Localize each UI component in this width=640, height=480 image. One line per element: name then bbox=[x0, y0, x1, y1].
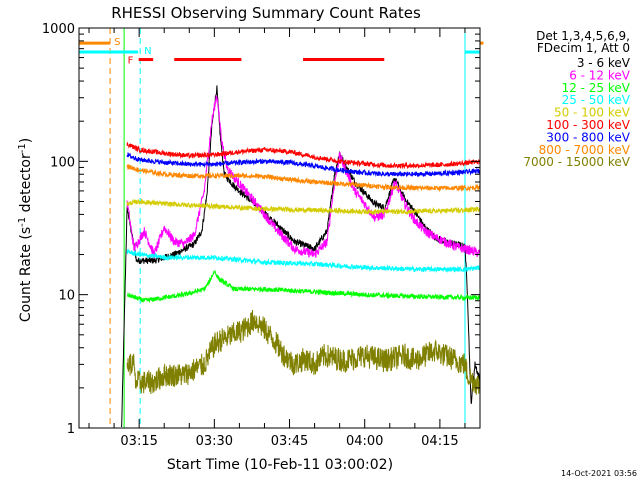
x-tick-label-04-15: 04:15 bbox=[421, 434, 458, 449]
y-axis-label-sup2: -1 bbox=[17, 143, 28, 153]
legend-entry-3-6-kev: 3 - 6 keV bbox=[577, 56, 631, 70]
legend-entry-100-300-kev: 100 - 300 keV bbox=[546, 118, 630, 132]
legend-entry-25-50-kev: 25 - 50 keV bbox=[562, 93, 631, 107]
y-tick-label-1: 1 bbox=[67, 422, 75, 437]
y-axis-label-sup1: -1 bbox=[17, 217, 28, 227]
flare-flag-label: F bbox=[128, 56, 134, 67]
y-axis-label-end: ) bbox=[18, 138, 34, 143]
series-line-12-25-kev bbox=[126, 270, 480, 303]
chart-title: RHESSI Observing Summary Count Rates bbox=[111, 4, 421, 22]
legend-entry-300-800-kev: 300 - 800 keV bbox=[546, 130, 630, 144]
plot-area: S NF 1 10 100 1000 03:15 03:30 03:45 04:00 04:15 bbox=[42, 22, 484, 449]
x-axis-label: Start Time (10-Feb-11 03:00:02) bbox=[167, 457, 393, 473]
y-tick-label-1000: 1000 bbox=[42, 22, 75, 37]
x-tick-label-03-45: 03:45 bbox=[271, 434, 308, 449]
attenuator-label-s: S bbox=[114, 37, 120, 48]
x-tick-label-03-15: 03:15 bbox=[120, 434, 157, 449]
legend-entry-800-7000-kev: 800 - 7000 keV bbox=[539, 143, 631, 157]
legend-header-line1: Det 1,3,4,5,6,9, bbox=[536, 29, 630, 43]
y-tick-label-10: 10 bbox=[58, 289, 75, 304]
series-line-100-300-kev bbox=[126, 142, 480, 170]
y-axis-label: Count Rate (s-1 detector-1) bbox=[17, 138, 35, 322]
series-line-800-7000-kev bbox=[126, 164, 480, 193]
series-line-300-800-kev bbox=[126, 152, 480, 178]
series-line-6-12-kev bbox=[126, 94, 480, 260]
attenuator-label-n: N bbox=[144, 46, 151, 57]
plot-frame bbox=[78, 27, 481, 429]
series-group bbox=[121, 85, 480, 428]
plot-timestamp: 14-Oct-2021 03:56 bbox=[561, 469, 637, 478]
series-line-50-100-kev bbox=[126, 198, 480, 216]
y-axis-label-main: Count Rate (s bbox=[18, 227, 34, 322]
y-axis-label-mid: detector bbox=[18, 153, 34, 217]
legend-entry-12-25-kev: 12 - 25 keV bbox=[562, 81, 631, 95]
x-tick-label-04-00: 04:00 bbox=[346, 434, 383, 449]
series-line-25-50-kev bbox=[126, 248, 480, 274]
legend-entry-7000-15000-kev: 7000 - 15000 keV bbox=[523, 155, 630, 169]
series-line-7000-15000-kev bbox=[126, 309, 480, 395]
x-tick-label-03-30: 03:30 bbox=[196, 434, 233, 449]
legend-entry-50-100-kev: 50 - 100 keV bbox=[554, 106, 631, 120]
legend-entry-6-12-kev: 6 - 12 keV bbox=[569, 68, 631, 82]
legend: Det 1,3,4,5,6,9, FDecim 1, Att 0 3 - 6 k… bbox=[523, 29, 630, 169]
legend-header-line2: FDecim 1, Att 0 bbox=[537, 41, 630, 55]
y-tick-label-100: 100 bbox=[50, 155, 75, 170]
